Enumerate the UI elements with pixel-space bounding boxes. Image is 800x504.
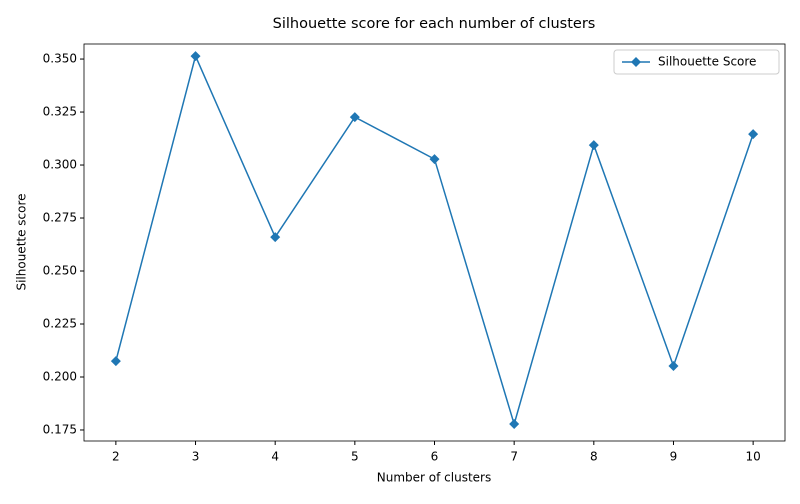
x-tick-label: 4 xyxy=(271,450,279,464)
y-tick-label: 0.175 xyxy=(43,422,77,436)
data-point xyxy=(270,232,281,243)
y-tick-label: 0.325 xyxy=(43,105,77,119)
x-tick-label: 7 xyxy=(510,450,518,464)
data-point xyxy=(429,154,440,165)
x-tick-label: 3 xyxy=(192,450,200,464)
data-point xyxy=(110,356,121,367)
y-tick-label: 0.300 xyxy=(43,158,77,172)
data-point xyxy=(190,51,201,62)
y-tick-label: 0.350 xyxy=(43,52,77,66)
legend-box xyxy=(613,49,780,75)
x-axis-label: Number of clusters xyxy=(377,471,491,485)
x-tick-label: 9 xyxy=(670,450,678,464)
plot-frame xyxy=(83,43,786,442)
y-tick-label: 0.200 xyxy=(43,369,77,383)
y-axis-label: Silhouette score xyxy=(15,193,29,290)
y-tick-label: 0.275 xyxy=(43,211,77,225)
x-tick-label: 2 xyxy=(112,450,120,464)
x-tick-label: 5 xyxy=(351,450,359,464)
data-point xyxy=(748,129,759,140)
y-tick-label: 0.225 xyxy=(43,316,77,330)
chart-title: Silhouette score for each number of clus… xyxy=(273,16,596,32)
data-point xyxy=(509,419,520,430)
x-tick-label: 10 xyxy=(745,450,760,464)
data-point xyxy=(588,140,599,151)
data-point xyxy=(668,360,679,371)
legend-marker xyxy=(631,57,641,67)
y-tick-label: 0.250 xyxy=(43,264,77,278)
x-tick-label: 8 xyxy=(590,450,598,464)
legend-label: Silhouette Score xyxy=(658,55,756,69)
data-point xyxy=(349,112,360,123)
x-tick-label: 6 xyxy=(431,450,439,464)
